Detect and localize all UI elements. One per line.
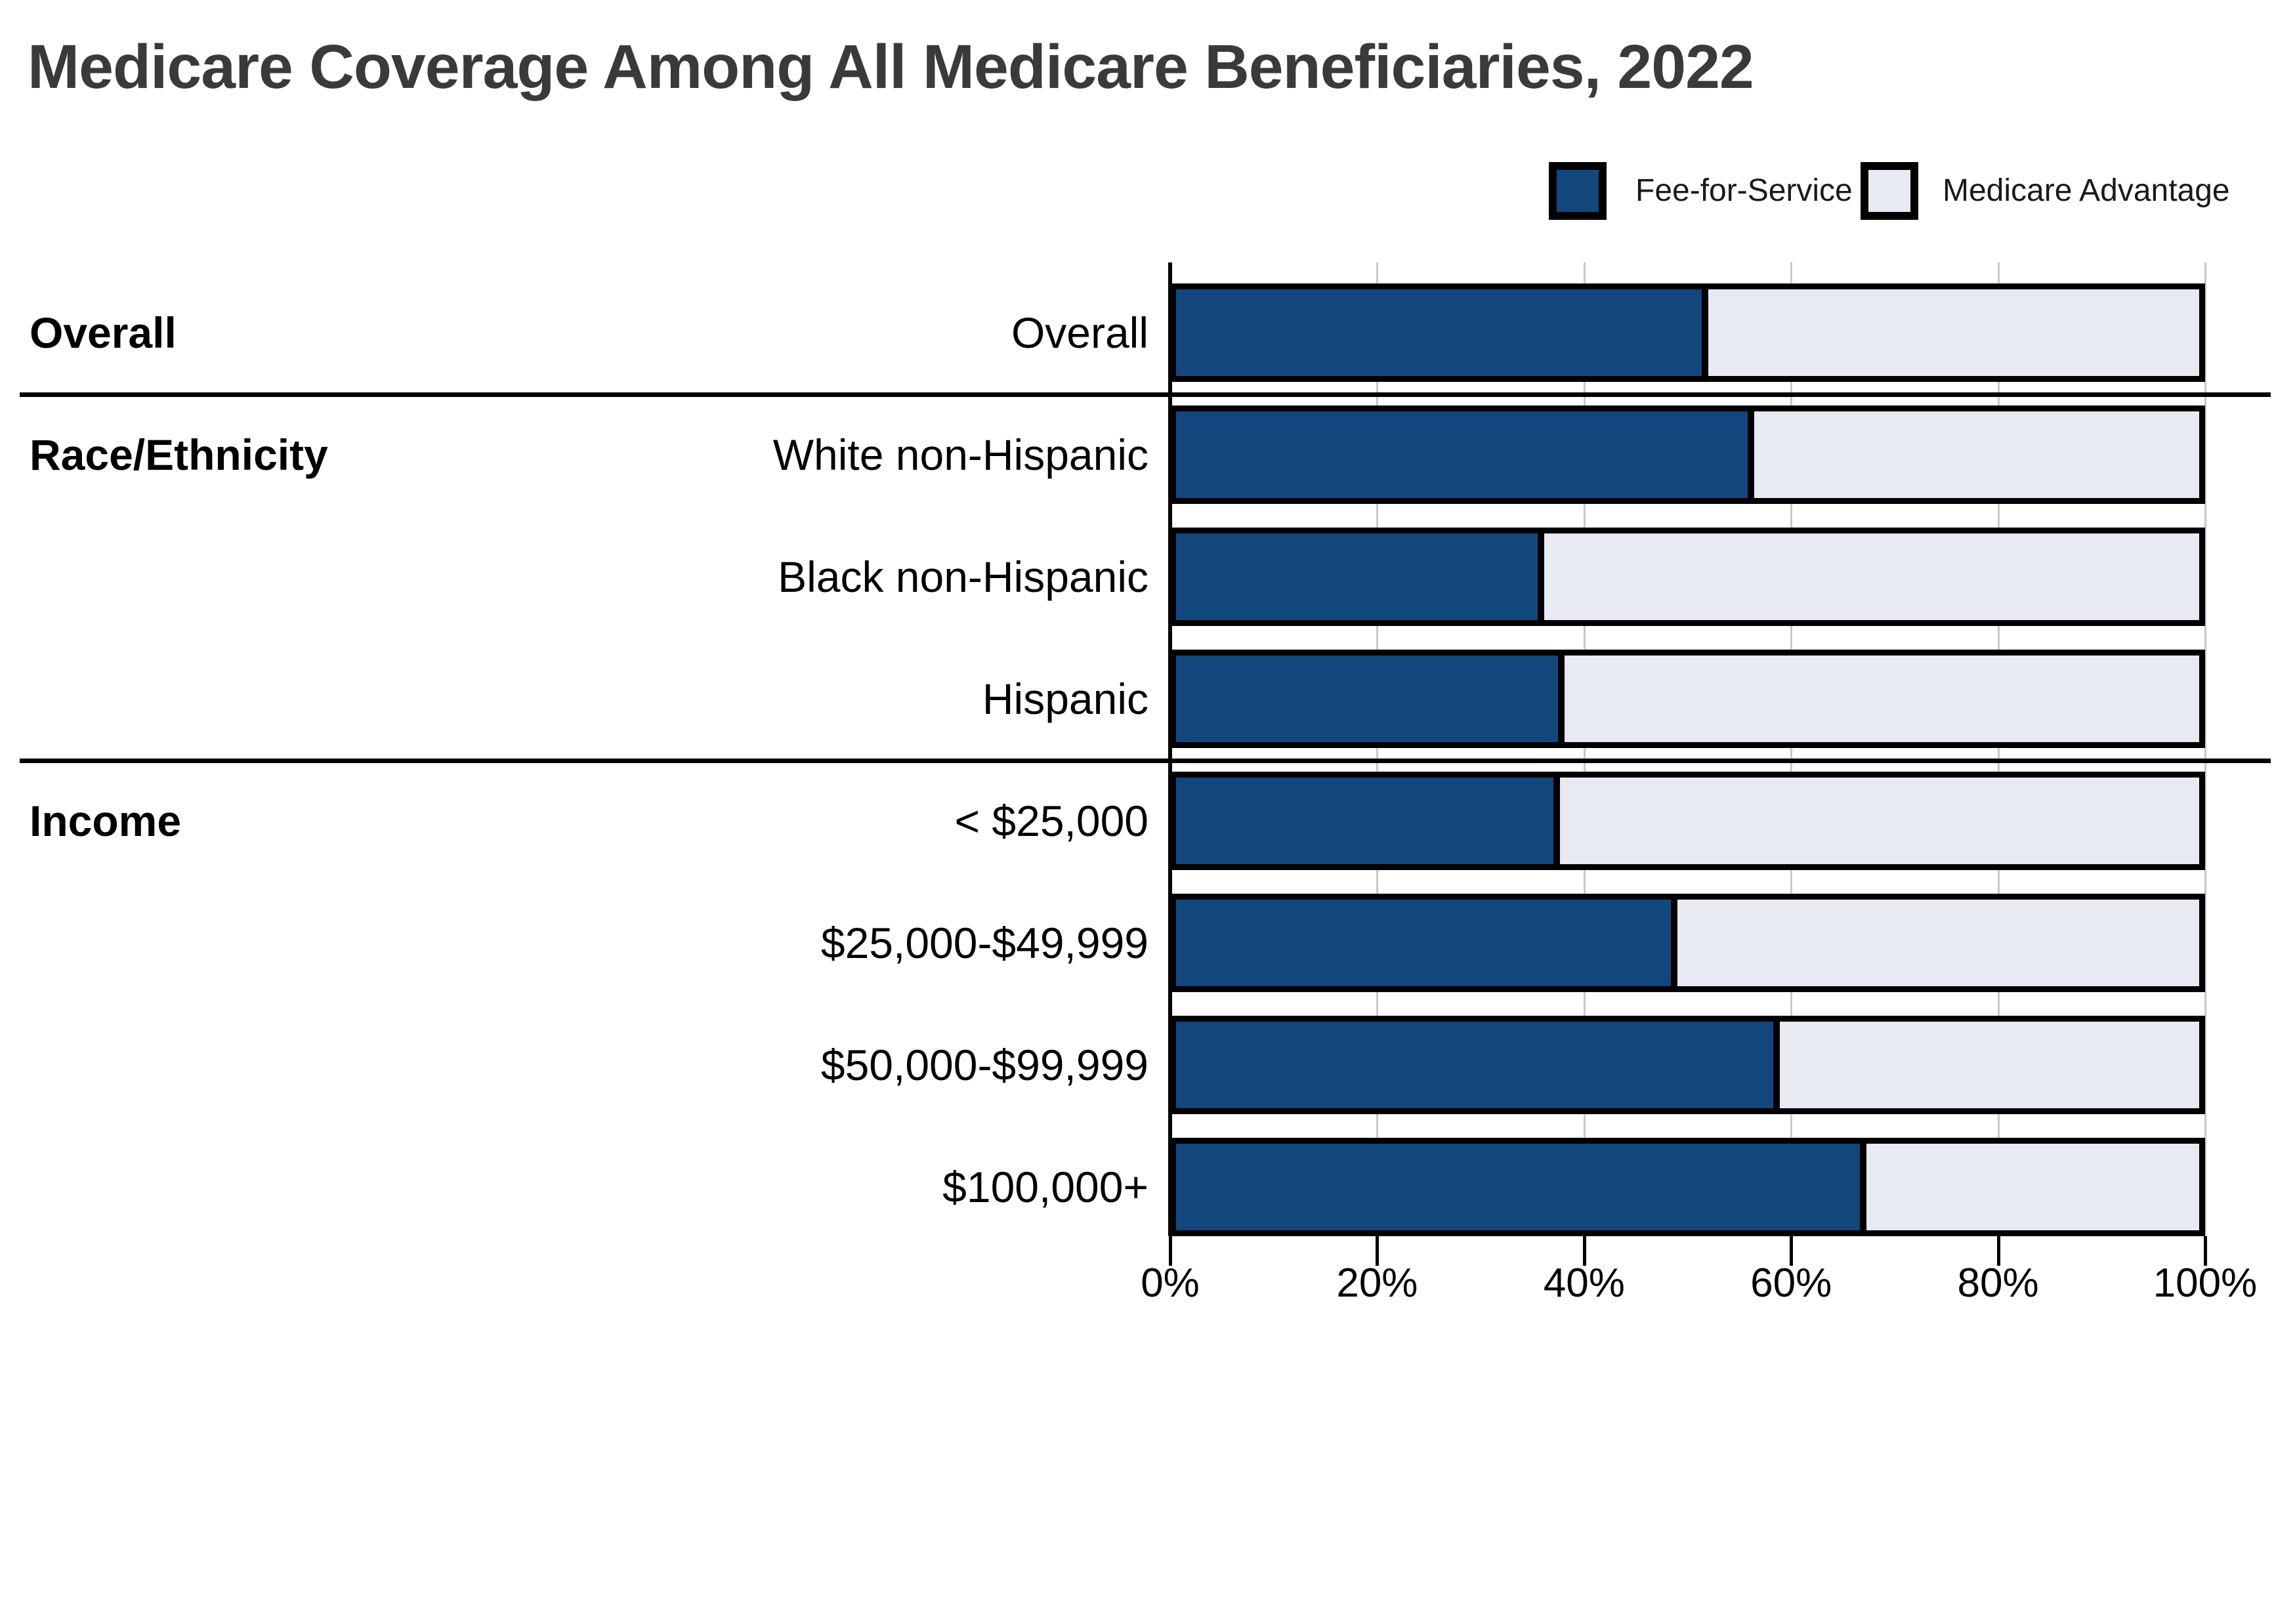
fee-for-service-swatch-icon <box>1549 162 1607 220</box>
bar-row <box>1170 650 2205 748</box>
bar-segment-fee-for-service <box>1176 1144 1867 1230</box>
row-label: < $25,000 <box>954 797 1148 845</box>
axis-tick-label: 80% <box>1957 1260 2039 1306</box>
axis-tick-80% <box>1996 1236 2000 1266</box>
bar-row <box>1170 772 2205 870</box>
group-label-income: Income <box>30 797 182 845</box>
bar-segment-fee-for-service <box>1176 411 1754 498</box>
legend-label-medicare-advantage: Medicare Advantage <box>1943 173 2230 208</box>
axis-tick-40% <box>1582 1236 1586 1266</box>
group-separator <box>20 759 2271 763</box>
axis-tick-label: 60% <box>1750 1260 1832 1306</box>
group-label-race-ethnicity: Race/Ethnicity <box>30 430 328 479</box>
row-label: Black non-Hispanic <box>778 552 1148 601</box>
row-label: Overall <box>1011 308 1148 357</box>
group-label-overall: Overall <box>30 308 177 357</box>
row-label: Hispanic <box>982 675 1148 723</box>
row-label: $25,000-$49,999 <box>820 919 1148 967</box>
axis-tick-label: 40% <box>1543 1260 1625 1306</box>
axis-tick-100% <box>2204 1236 2207 1266</box>
bar-segment-fee-for-service <box>1176 778 1560 864</box>
row-label: $50,000-$99,999 <box>820 1041 1148 1089</box>
axis-tick-label: 20% <box>1336 1260 1418 1306</box>
row-label: White non-Hispanic <box>772 430 1148 479</box>
bar-segment-fee-for-service <box>1176 1022 1780 1108</box>
y-axis-line <box>1168 262 1172 1236</box>
bar-row <box>1170 406 2205 504</box>
bar-segment-fee-for-service <box>1176 289 1708 376</box>
row-label: $100,000+ <box>942 1163 1148 1211</box>
bar-row <box>1170 1016 2205 1114</box>
bar-row <box>1170 283 2205 382</box>
gridline-20% <box>1376 262 1379 1236</box>
bar-segment-fee-for-service <box>1176 533 1545 620</box>
axis-tick-20% <box>1376 1236 1379 1266</box>
bar-row <box>1170 1138 2205 1236</box>
gridline-80% <box>1997 262 2000 1236</box>
bar-segment-fee-for-service <box>1176 900 1677 986</box>
bar-row <box>1170 894 2205 992</box>
gridline-100% <box>2204 262 2206 1236</box>
bar-segment-fee-for-service <box>1176 656 1565 742</box>
gridline-40% <box>1583 262 1586 1236</box>
medicare-advantage-swatch-icon <box>1861 162 1918 220</box>
gridline-60% <box>1790 262 1793 1236</box>
group-separator <box>20 392 2271 397</box>
axis-tick-0% <box>1169 1236 1172 1266</box>
axis-tick-60% <box>1790 1236 1794 1266</box>
legend-label-fee-for-service: Fee-for-Service <box>1635 173 1853 208</box>
axis-tick-label: 0% <box>1141 1260 1200 1306</box>
bar-row <box>1170 528 2205 626</box>
axis-tick-label: 100% <box>2153 1260 2258 1306</box>
chart-title: Medicare Coverage Among All Medicare Ben… <box>28 32 1754 102</box>
